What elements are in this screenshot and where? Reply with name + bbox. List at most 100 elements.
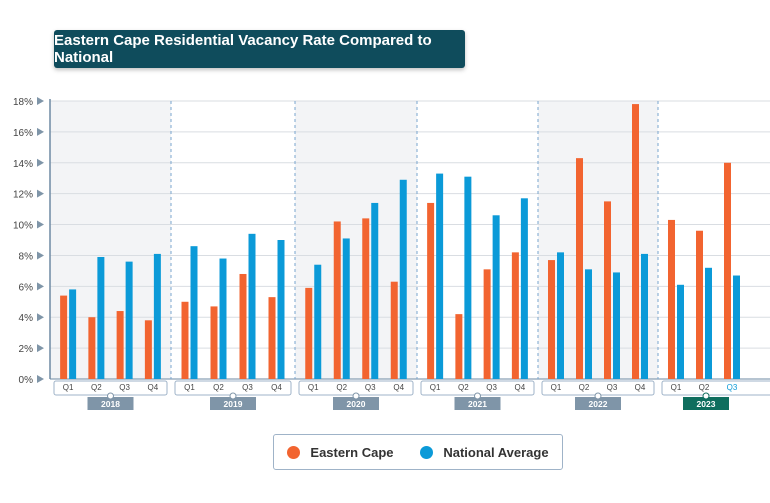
bar-national-average-2018-q3: [125, 261, 133, 379]
quarter-label: Q1: [184, 383, 195, 392]
bar-eastern-cape-2019-q4: [268, 297, 276, 379]
y-tick-arrow-icon: [37, 375, 44, 383]
year-band-2018: [50, 101, 171, 379]
year-band-2020: [295, 101, 417, 379]
bar-national-average-2023-q1: [677, 284, 684, 379]
quarter-label: Q2: [699, 383, 710, 392]
y-tick-label: 6%: [19, 282, 34, 293]
bar-national-average-2020-q4: [399, 179, 407, 379]
bar-national-average-2022-q2: [585, 269, 592, 379]
year-label-2019: 2019: [224, 399, 243, 409]
y-tick-arrow-icon: [37, 282, 44, 291]
year-label-bg-2021: [454, 397, 501, 410]
quarter-label: Q2: [458, 383, 469, 392]
quarter-label: Q1: [430, 383, 441, 392]
legend-item-national-average: National Average: [420, 444, 549, 460]
bar-national-average-2019-q1: [190, 246, 198, 379]
y-tick-label: 16%: [13, 128, 33, 139]
year-marker-icon: [352, 392, 360, 400]
bar-eastern-cape-2021-q3: [483, 269, 491, 379]
bar-eastern-cape-2018-q3: [116, 311, 124, 379]
y-tick-arrow-icon: [37, 220, 44, 229]
legend-item-eastern-cape: Eastern Cape: [287, 444, 394, 460]
bar-national-average-2018-q4: [153, 253, 161, 379]
y-tick-label: 0%: [19, 375, 34, 386]
bar-eastern-cape-2020-q2: [333, 221, 341, 379]
bar-eastern-cape-2018-q2: [88, 317, 96, 379]
quarter-label: Q3: [727, 383, 738, 392]
quarter-label: Q2: [579, 383, 590, 392]
year-label-bg-2019: [210, 397, 256, 410]
year-label-2023: 2023: [697, 399, 716, 409]
bar-eastern-cape-2020-q1: [305, 287, 313, 379]
quarter-label: Q1: [671, 383, 682, 392]
year-label-bg-2023: [683, 397, 729, 410]
bar-eastern-cape-2023-q2: [696, 230, 703, 379]
quarter-label: Q3: [607, 383, 618, 392]
quarter-label: Q3: [119, 383, 130, 392]
year-label-bg-2020: [333, 397, 379, 410]
quarter-label: Q2: [336, 383, 347, 392]
quarter-label: Q1: [308, 383, 319, 392]
bar-national-average-2023-q2: [705, 267, 712, 379]
bar-eastern-cape-2019-q2: [210, 306, 218, 379]
y-tick-arrow-icon: [37, 189, 44, 198]
year-label-2022: 2022: [589, 399, 608, 409]
y-tick-arrow-icon: [37, 158, 44, 167]
bar-national-average-2021-q1: [436, 173, 444, 379]
year-marker-icon: [474, 392, 481, 400]
bar-national-average-2019-q2: [219, 258, 227, 379]
bar-national-average-2019-q4: [277, 240, 285, 379]
bar-national-average-2018-q2: [97, 256, 105, 379]
y-tick-arrow-icon: [37, 344, 44, 353]
year-marker-icon: [107, 392, 114, 400]
quarter-label: Q1: [551, 383, 562, 392]
quarter-label: Q2: [91, 383, 102, 392]
y-tick-label: 2%: [19, 344, 34, 355]
bar-national-average-2021-q2: [464, 176, 472, 379]
year-marker-icon: [594, 392, 602, 400]
quarter-label: Q3: [242, 383, 253, 392]
quarter-box: [661, 380, 770, 396]
y-tick-label: 8%: [19, 251, 34, 262]
quarter-label: Q3: [486, 383, 497, 392]
quarter-label: Q4: [515, 383, 526, 392]
bar-national-average-2018-q1: [69, 289, 77, 379]
y-tick-arrow-icon: [37, 251, 44, 260]
legend: Eastern Cape National Average: [273, 434, 563, 470]
quarter-label: Q4: [393, 383, 404, 392]
quarter-label: Q4: [148, 383, 159, 392]
quarter-label: Q1: [63, 383, 74, 392]
bar-national-average-2020-q3: [371, 202, 379, 379]
quarter-label: Q4: [635, 383, 646, 392]
bar-national-average-2020-q1: [314, 264, 322, 379]
legend-label-national-average: National Average: [443, 444, 549, 460]
bar-eastern-cape-2018-q1: [60, 295, 68, 379]
year-label-2021: 2021: [468, 399, 487, 409]
bar-eastern-cape-2023-q3: [724, 162, 731, 379]
legend-label-eastern-cape: Eastern Cape: [310, 444, 394, 460]
bar-eastern-cape-2022-q1: [548, 260, 555, 379]
year-label-bg-2018: [87, 397, 134, 410]
year-marker-icon: [702, 392, 710, 400]
legend-swatch-eastern-cape: [287, 445, 301, 459]
legend-swatch-national-average: [420, 445, 434, 459]
bar-national-average-2019-q3: [248, 233, 256, 379]
bar-eastern-cape-2021-q4: [511, 252, 519, 379]
bar-eastern-cape-2021-q2: [455, 314, 463, 379]
bar-national-average-2022-q3: [613, 272, 620, 379]
bar-national-average-2021-q3: [492, 215, 500, 379]
bar-eastern-cape-2018-q4: [144, 320, 152, 379]
bar-national-average-2022-q1: [557, 252, 564, 379]
y-tick-label: 12%: [13, 190, 33, 201]
y-tick-label: 18%: [13, 97, 33, 108]
quarter-label: Q2: [213, 383, 224, 392]
year-marker-icon: [229, 392, 237, 400]
y-tick-arrow-icon: [37, 97, 44, 105]
chart-title-box: Eastern Cape Residential Vacancy Rate Co…: [54, 30, 465, 68]
bar-national-average-2022-q4: [641, 253, 648, 379]
bar-eastern-cape-2019-q3: [239, 273, 247, 379]
bar-eastern-cape-2020-q3: [362, 218, 370, 379]
quarter-label: Q3: [365, 383, 376, 392]
